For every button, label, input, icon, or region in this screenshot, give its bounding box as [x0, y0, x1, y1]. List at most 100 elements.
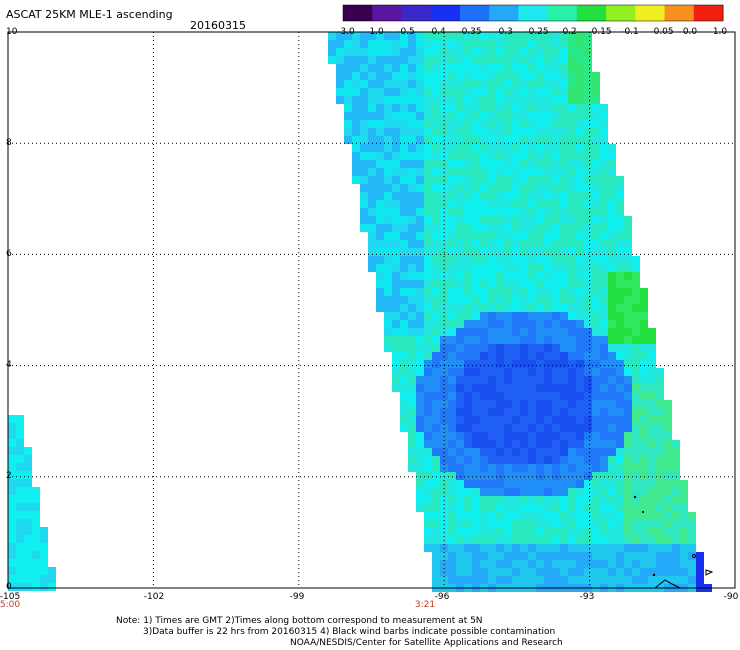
swath-cell [568, 216, 576, 224]
swath-cell [392, 176, 400, 184]
swath-cell [448, 536, 456, 544]
swath-cell [664, 520, 672, 528]
swath-cell [688, 528, 696, 536]
swath-cell [480, 432, 488, 440]
swath-cell [648, 512, 656, 520]
swath-cell [552, 80, 560, 88]
swath-cell [488, 368, 496, 376]
y-tick-label: 6 [6, 249, 12, 259]
swath-cell [448, 88, 456, 96]
swath-cell [576, 384, 584, 392]
swath-cell [640, 328, 648, 336]
swath-cell [536, 448, 544, 456]
swath-cell [640, 344, 648, 352]
y-tick-label: 4 [6, 360, 12, 370]
swath-cell [592, 480, 600, 488]
swath-cell [480, 368, 488, 376]
swath-cell [432, 104, 440, 112]
swath-cell [424, 112, 432, 120]
swath-cell [456, 152, 464, 160]
swath-cell [344, 96, 352, 104]
swath-cell [512, 416, 520, 424]
colorbar-swatch [489, 5, 519, 21]
swath-cell [592, 312, 600, 320]
swath-cell [24, 447, 32, 455]
x-tick-label: -93 [579, 592, 595, 602]
swath-cell [576, 424, 584, 432]
swath-cell [328, 32, 336, 40]
colorbar-swatch [459, 5, 490, 21]
swath-cell [576, 544, 584, 552]
swath-cell [512, 360, 520, 368]
swath-cell [656, 552, 664, 560]
swath-cell [472, 568, 480, 576]
swath-cell [544, 224, 552, 232]
swath-cell [496, 64, 504, 72]
swath-cell [480, 80, 488, 88]
swath-cell [488, 288, 496, 296]
swath-cell [32, 551, 40, 559]
swath-cell [504, 192, 512, 200]
swath-cell [536, 296, 544, 304]
swath-cell [400, 120, 408, 128]
swath-cell [616, 552, 624, 560]
swath-cell [392, 384, 400, 392]
swath-cell [16, 583, 24, 591]
swath-cell [528, 136, 536, 144]
swath-cell [368, 256, 376, 264]
swath-cell [576, 184, 584, 192]
swath-cell [528, 424, 536, 432]
swath-cell [424, 416, 432, 424]
swath-cell [496, 248, 504, 256]
grid-lines [8, 32, 735, 588]
swath-cell [384, 296, 392, 304]
swath-cell [536, 344, 544, 352]
swath-cell [608, 400, 616, 408]
swath-cell [480, 424, 488, 432]
swath-cell [544, 264, 552, 272]
swath-cell [576, 144, 584, 152]
swath-cell [464, 216, 472, 224]
swath-cell [432, 320, 440, 328]
swath-cell [608, 560, 616, 568]
swath-cell [504, 384, 512, 392]
swath-cell [464, 376, 472, 384]
swath-cell [24, 559, 32, 567]
swath-cell [464, 456, 472, 464]
swath-cell [504, 136, 512, 144]
swath-cell [600, 288, 608, 296]
swath-cell [488, 72, 496, 80]
swath-cell [360, 64, 368, 72]
swath-cell [552, 136, 560, 144]
swath-cell [512, 112, 520, 120]
swath-cell [616, 416, 624, 424]
swath-cell [432, 424, 440, 432]
swath-cell [408, 224, 416, 232]
swath-cell [416, 392, 424, 400]
swath-cell [456, 400, 464, 408]
swath-cell [480, 328, 488, 336]
swath-cell [520, 400, 528, 408]
swath-cell [368, 40, 376, 48]
swath-cell [560, 488, 568, 496]
swath-cell [392, 232, 400, 240]
swath-cell [528, 568, 536, 576]
swath-cell [336, 72, 344, 80]
swath-cell [464, 352, 472, 360]
swath-cell [408, 376, 416, 384]
time-label: 3:21 [414, 600, 436, 610]
swath-cell [528, 96, 536, 104]
swath-cell [480, 376, 488, 384]
swath-cell [672, 496, 680, 504]
swath-cell [528, 272, 536, 280]
swath-cell [528, 240, 536, 248]
swath-cell [408, 64, 416, 72]
swath-cell [504, 520, 512, 528]
swath-cell [488, 144, 496, 152]
swath-cell [488, 504, 496, 512]
swath-cell [464, 528, 472, 536]
swath-cell [416, 40, 424, 48]
swath-cell [496, 368, 504, 376]
swath-cell [416, 88, 424, 96]
swath-cell [512, 280, 520, 288]
